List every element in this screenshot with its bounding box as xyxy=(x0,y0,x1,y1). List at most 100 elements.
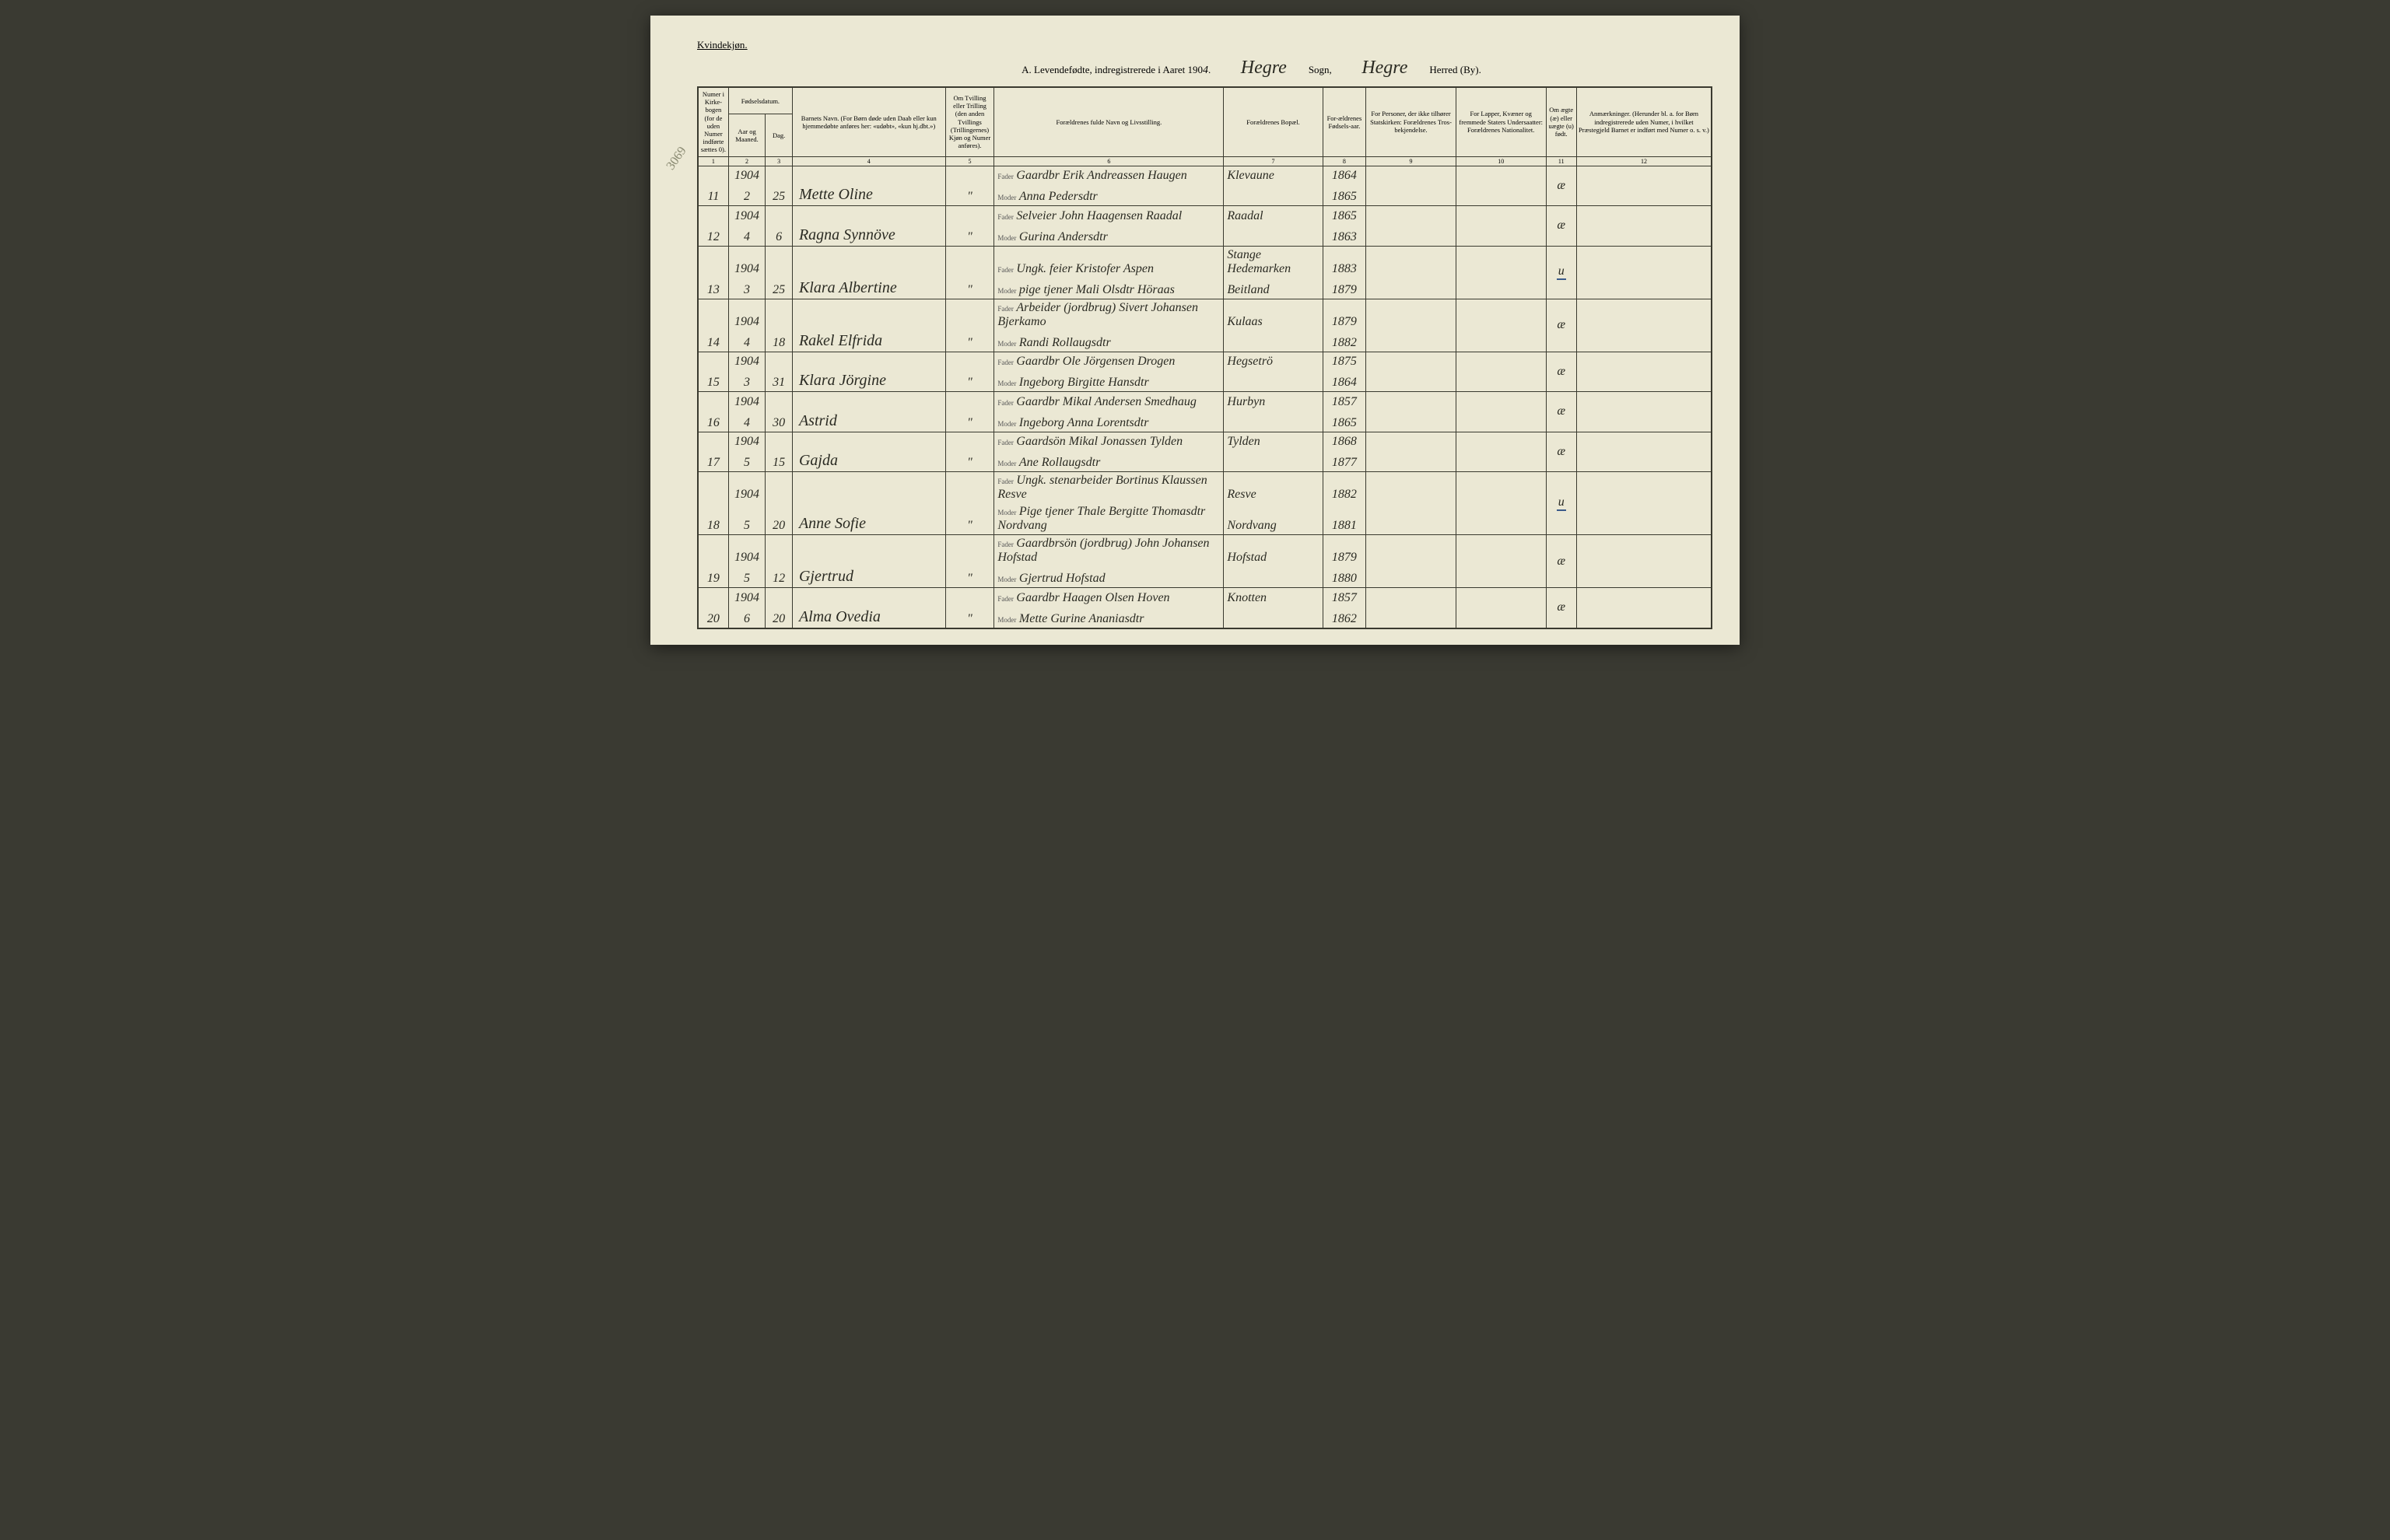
cell-year: 1904 xyxy=(734,169,759,182)
fader-label: Fader xyxy=(997,478,1014,485)
header-parent-year: For-ældrenes Fødsels-aar. xyxy=(1323,87,1366,156)
cell-moder-year: 1863 xyxy=(1332,230,1357,243)
cell-fader: Gaardbr Ole Jörgensen Drogen xyxy=(1016,355,1175,368)
cell-number: 13 xyxy=(707,283,720,296)
cell-number: 16 xyxy=(707,416,720,429)
herred-value: Hegre xyxy=(1358,58,1411,78)
cell-ditto: " xyxy=(967,336,972,349)
cell-fader-year: 1883 xyxy=(1332,262,1357,275)
header-twin: Om Tvilling eller Trilling (den anden Tv… xyxy=(945,87,994,156)
cell-moder-year: 1865 xyxy=(1332,190,1357,203)
colnum: 4 xyxy=(792,156,945,166)
cell-number: 11 xyxy=(708,190,720,203)
cell-residence2: Nordvang xyxy=(1227,519,1276,532)
cell-fader-year: 1857 xyxy=(1332,591,1357,604)
cell-ditto: " xyxy=(967,190,972,203)
fader-label: Fader xyxy=(997,213,1014,221)
cell-number: 12 xyxy=(707,230,720,243)
cell-child-name: Klara Albertine xyxy=(796,279,900,296)
cell-month: 3 xyxy=(744,376,750,389)
title-year: 4 xyxy=(1203,65,1208,76)
colnum: 5 xyxy=(945,156,994,166)
moder-label: Moder xyxy=(997,509,1016,516)
table-row: 1904 Fader Gaardbr Ole Jörgensen Drogen He… xyxy=(698,352,1712,370)
cell-fader: Gaardbr Erik Andreassen Haugen xyxy=(1016,169,1186,182)
cell-moder: Anna Pedersdtr xyxy=(1019,190,1098,203)
cell-child-name: Ragna Synnöve xyxy=(796,226,899,243)
cell-moder: pige tjener Mali Olsdtr Höraas xyxy=(1019,283,1175,296)
header-legitimacy: Om ægte (æ) eller uægte (u) født. xyxy=(1546,87,1576,156)
moder-label: Moder xyxy=(997,194,1016,201)
cell-moder: Ingeborg Anna Lorentsdtr xyxy=(1019,416,1149,429)
colnum: 11 xyxy=(1546,156,1576,166)
cell-fader-year: 1868 xyxy=(1332,435,1357,448)
cell-fader: Arbeider (jordbrug) Sivert Johansen Bjer… xyxy=(997,301,1198,328)
cell-year: 1904 xyxy=(734,315,759,328)
colnum: 8 xyxy=(1323,156,1366,166)
cell-month: 5 xyxy=(744,456,750,469)
header-day: Dag. xyxy=(766,114,793,156)
cell-number: 17 xyxy=(707,456,720,469)
cell-year: 1904 xyxy=(734,395,759,408)
column-number-row: 1 2 3 4 5 6 7 8 9 10 11 12 xyxy=(698,156,1712,166)
fader-label: Fader xyxy=(997,359,1014,366)
cell-child-name: Anne Sofie xyxy=(796,515,869,532)
table-row: 1904 Fader Arbeider (jordbrug) Sivert Joh… xyxy=(698,299,1712,331)
page-title: A. Levendefødte, indregistrerede i Aaret… xyxy=(697,58,1712,79)
cell-moder-year: 1879 xyxy=(1332,283,1357,296)
cell-residence: Raadal xyxy=(1227,209,1263,222)
cell-child-name: Rakel Elfrida xyxy=(796,332,885,349)
cell-residence: Resve xyxy=(1227,488,1256,501)
moder-label: Moder xyxy=(997,234,1016,242)
colnum: 1 xyxy=(698,156,728,166)
fader-label: Fader xyxy=(997,399,1014,407)
cell-moder-year: 1862 xyxy=(1332,612,1357,625)
herred-label: Herred (By). xyxy=(1429,64,1481,75)
cell-ditto: " xyxy=(967,230,972,243)
margin-note: 3069 xyxy=(664,145,689,173)
register-table: Numer i Kirke-bogen (for de uden Numer i… xyxy=(697,86,1712,629)
cell-fader-year: 1879 xyxy=(1332,315,1357,328)
cell-fader-year: 1864 xyxy=(1332,169,1357,182)
colnum: 6 xyxy=(994,156,1224,166)
gender-label: Kvindekjøn. xyxy=(697,39,1712,51)
colnum: 3 xyxy=(766,156,793,166)
sogn-label: Sogn, xyxy=(1309,64,1332,75)
cell-year: 1904 xyxy=(734,355,759,368)
cell-residence: Klevaune xyxy=(1227,169,1274,182)
cell-moder-year: 1882 xyxy=(1332,336,1357,349)
moder-label: Moder xyxy=(997,616,1016,624)
table-row: 1904Fader Gaardbr Haagen Olsen HovenKnot… xyxy=(698,588,1712,607)
cell-month: 5 xyxy=(744,519,750,532)
cell-ditto: " xyxy=(967,572,972,585)
table-row: 1904Fader Gaardsön Mikal Jonassen Tylden… xyxy=(698,432,1712,450)
cell-moder: Randi Rollaugsdtr xyxy=(1019,336,1111,349)
fader-label: Fader xyxy=(997,439,1014,446)
cell-child-name: Astrid xyxy=(796,412,840,429)
cell-moder: Ane Rollaugsdtr xyxy=(1019,456,1100,469)
cell-child-name: Gjertrud xyxy=(796,568,857,585)
cell-legitimacy: æ xyxy=(1557,318,1565,331)
cell-month: 4 xyxy=(744,336,750,349)
cell-year: 1904 xyxy=(734,591,759,604)
cell-legitimacy: æ xyxy=(1557,404,1565,418)
fader-label: Fader xyxy=(997,305,1014,313)
cell-ditto: " xyxy=(967,376,972,389)
table-row: 1904Fader Selveier John Haagensen Raadal… xyxy=(698,206,1712,225)
cell-number: 19 xyxy=(707,572,720,585)
colnum: 10 xyxy=(1456,156,1546,166)
cell-child-name: Gajda xyxy=(796,452,841,469)
table-header: Numer i Kirke-bogen (for de uden Numer i… xyxy=(698,87,1712,166)
cell-moder: Pige tjener Thale Bergitte Thomasdtr Nor… xyxy=(997,505,1205,532)
cell-month: 6 xyxy=(744,612,750,625)
table-row: 1904Fader Gaardbr Mikal Andersen Smedhau… xyxy=(698,392,1712,411)
cell-residence: Knotten xyxy=(1227,591,1267,604)
cell-ditto: " xyxy=(967,456,972,469)
cell-fader: Selveier John Haagensen Raadal xyxy=(1016,209,1182,222)
moder-label: Moder xyxy=(997,420,1016,428)
cell-moder-year: 1877 xyxy=(1332,456,1357,469)
cell-day: 12 xyxy=(773,572,785,585)
cell-residence: Hegsetrö xyxy=(1227,355,1273,368)
cell-residence: Tylden xyxy=(1227,435,1260,448)
header-remarks: Anmærkninger. (Herunder bl. a. for Børn … xyxy=(1576,87,1712,156)
